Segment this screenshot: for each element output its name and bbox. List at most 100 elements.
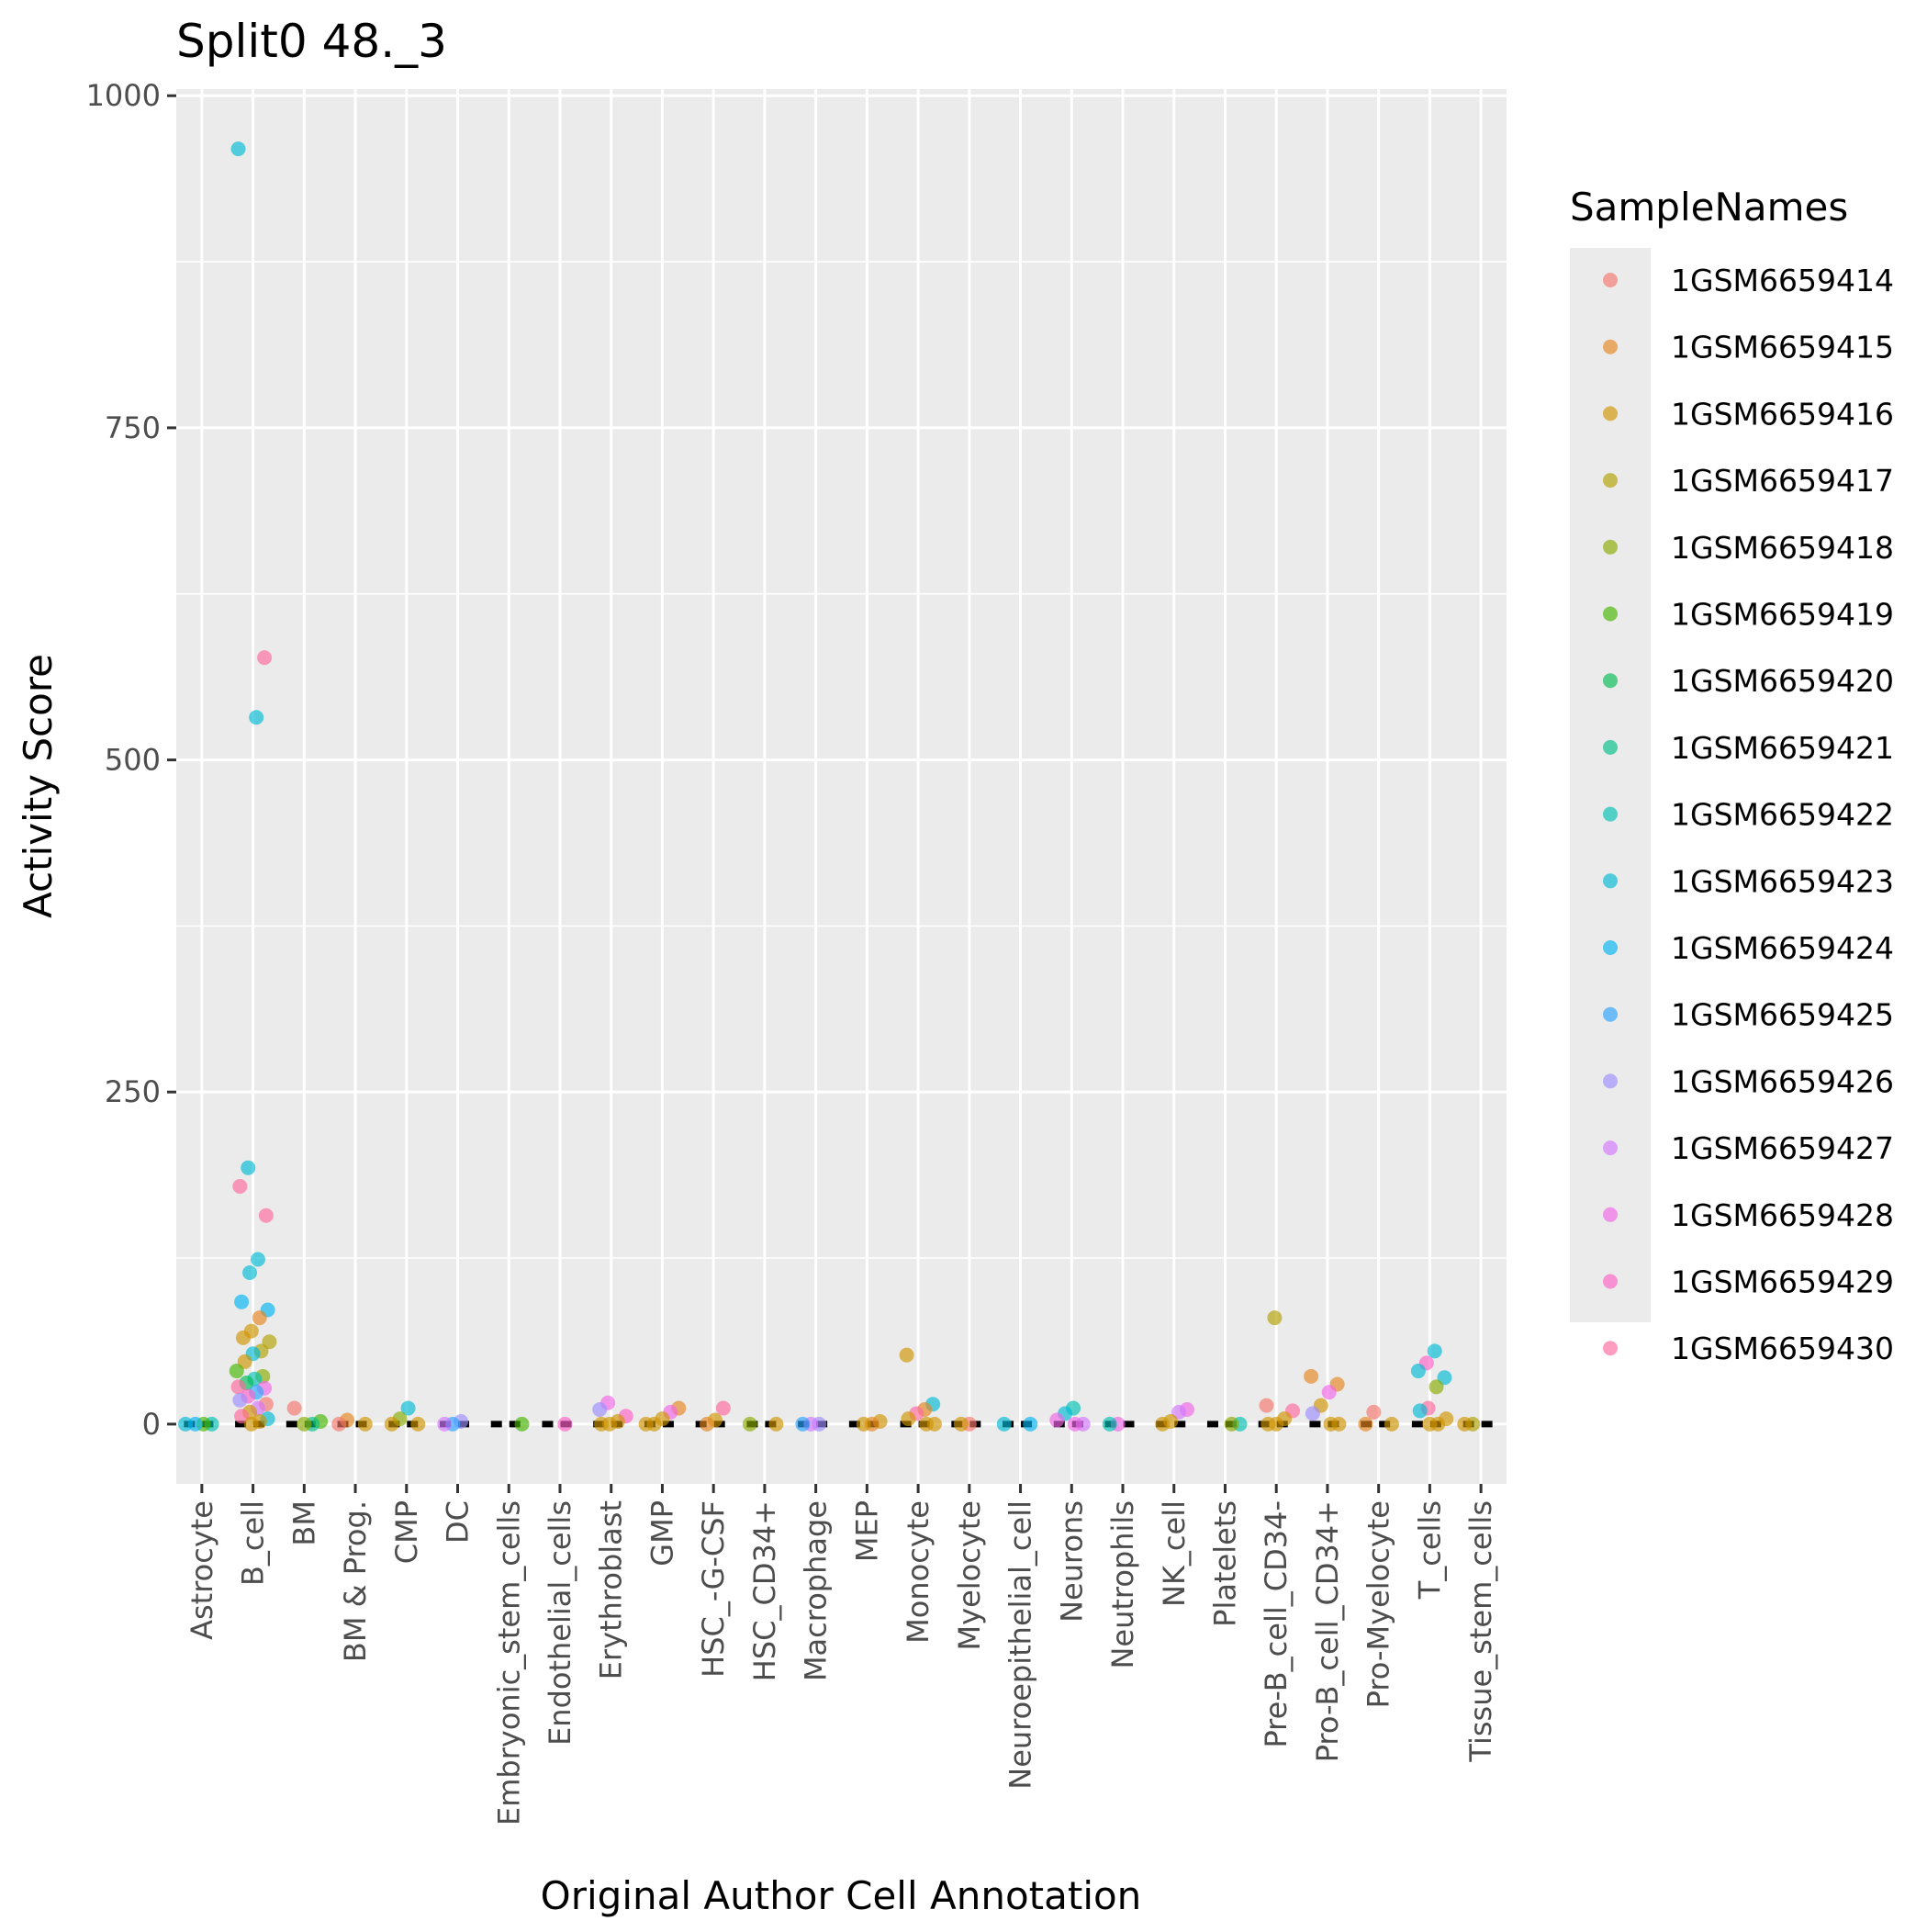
- data-point: [232, 1178, 248, 1194]
- legend-label-1gsm6659422: 1GSM6659422: [1671, 797, 1894, 833]
- legend-label-1gsm6659423: 1GSM6659423: [1671, 863, 1894, 899]
- legend-label-1gsm6659424: 1GSM6659424: [1671, 930, 1894, 966]
- legend-key-1gsm6659429: [1603, 1274, 1618, 1289]
- data-point: [1305, 1406, 1320, 1421]
- data-point: [1321, 1385, 1337, 1400]
- data-point: [1457, 1416, 1473, 1432]
- data-point: [594, 1416, 610, 1432]
- x-tick-label-embryonic-stem-cells: Embryonic_stem_cells: [491, 1500, 526, 1825]
- data-point: [331, 1416, 347, 1432]
- x-tick-label-erythroblast: Erythroblast: [594, 1500, 629, 1679]
- data-point: [1155, 1416, 1171, 1432]
- x-tick-label-mep: MEP: [849, 1500, 884, 1562]
- x-tick-label-b-cell: B_cell: [236, 1500, 271, 1586]
- legend-key-1gsm6659428: [1603, 1207, 1618, 1222]
- data-point: [1023, 1416, 1038, 1432]
- x-tick-label-nk-cell: NK_cell: [1157, 1500, 1192, 1607]
- x-tick-label-monocyte: Monocyte: [901, 1500, 935, 1644]
- x-tick-label-neurons: Neurons: [1054, 1500, 1089, 1623]
- x-axis-title: Original Author Cell Annotation: [541, 1873, 1142, 1918]
- legend-key-1gsm6659426: [1603, 1073, 1618, 1089]
- data-point: [235, 1330, 251, 1345]
- x-tick-label-dc: DC: [441, 1500, 476, 1544]
- data-point: [297, 1416, 312, 1432]
- legend-key-1gsm6659430: [1603, 1341, 1618, 1356]
- x-tick-label-cmp: CMP: [389, 1500, 424, 1564]
- chart-title: Split0 48._3: [176, 15, 447, 68]
- data-point: [1384, 1416, 1399, 1432]
- y-axis: 0 250 500 750 1000: [86, 78, 176, 1442]
- legend-label-1gsm6659419: 1GSM6659419: [1671, 597, 1894, 633]
- legend-key-1gsm6659422: [1603, 806, 1618, 822]
- legend-key-1gsm6659427: [1603, 1140, 1618, 1156]
- data-point: [357, 1416, 373, 1432]
- data-point: [286, 1400, 302, 1416]
- data-point: [901, 1411, 916, 1427]
- legend-key-1gsm6659424: [1603, 940, 1618, 955]
- data-point: [234, 1294, 250, 1309]
- legend-key-1gsm6659420: [1603, 673, 1618, 689]
- data-point: [229, 1364, 244, 1379]
- data-point: [557, 1416, 573, 1432]
- data-point: [258, 1208, 274, 1223]
- data-point: [1224, 1416, 1239, 1432]
- legend-label-1gsm6659414: 1GSM6659414: [1671, 263, 1894, 298]
- legend-label-1gsm6659425: 1GSM6659425: [1671, 997, 1894, 1033]
- data-point: [250, 1252, 265, 1267]
- x-tick-label-macrophage: Macrophage: [799, 1500, 834, 1681]
- legend-label-1gsm6659430: 1GSM6659430: [1671, 1331, 1894, 1366]
- data-point: [249, 710, 264, 725]
- y-tick-label: 0: [142, 1407, 161, 1442]
- data-point: [1259, 1398, 1274, 1413]
- y-axis-title: Activity Score: [16, 654, 61, 918]
- y-tick-label: 250: [105, 1074, 161, 1109]
- x-tick-label-astrocyte: Astrocyte: [185, 1500, 219, 1640]
- data-point: [742, 1416, 757, 1432]
- data-point: [996, 1416, 1012, 1432]
- plot-panel: [176, 89, 1507, 1484]
- legend-key-1gsm6659419: [1603, 606, 1618, 622]
- data-point: [410, 1416, 426, 1432]
- x-tick-label-neuroepithelial-cell: Neuroepithelial_cell: [1003, 1500, 1038, 1790]
- data-point: [257, 650, 273, 666]
- legend-label-1gsm6659416: 1GSM6659416: [1671, 396, 1894, 432]
- legend-key-1gsm6659416: [1603, 406, 1618, 421]
- y-tick-label: 750: [105, 410, 161, 445]
- data-point: [953, 1416, 969, 1432]
- legend-label-1gsm6659420: 1GSM6659420: [1671, 663, 1894, 699]
- data-point: [242, 1264, 258, 1280]
- data-point: [638, 1416, 654, 1432]
- data-point: [1366, 1404, 1382, 1420]
- data-point: [919, 1416, 935, 1432]
- data-point: [1260, 1416, 1276, 1432]
- x-tick-label-pro-myelocyte: Pro-Myelocyte: [1361, 1500, 1396, 1708]
- data-point: [1323, 1416, 1339, 1432]
- legend-label-1gsm6659426: 1GSM6659426: [1671, 1063, 1894, 1099]
- legend-items: 1GSM6659414 1GSM6659415 1GSM6659416 1GSM665…: [1603, 263, 1894, 1366]
- data-point: [234, 1409, 250, 1424]
- data-point: [856, 1416, 871, 1432]
- legend-key-1gsm6659414: [1603, 273, 1618, 287]
- data-point: [437, 1416, 453, 1432]
- legend-label-1gsm6659427: 1GSM6659427: [1671, 1130, 1894, 1166]
- data-point: [1422, 1416, 1438, 1432]
- data-point: [1102, 1416, 1117, 1432]
- legend-key-1gsm6659418: [1603, 539, 1618, 555]
- data-point: [241, 1160, 256, 1175]
- x-tick-label-gmp: GMP: [644, 1500, 679, 1567]
- data-point: [1304, 1368, 1319, 1384]
- legend-label-1gsm6659418: 1GSM6659418: [1671, 530, 1894, 566]
- data-point: [1067, 1416, 1082, 1432]
- data-point: [230, 1379, 246, 1395]
- x-axis: Astrocyte B_cell BM BM & Prog. CMP DC Embryoni…: [185, 1484, 1498, 1825]
- x-tick-label-tissue-stem-cells: Tissue_stem_cells: [1463, 1500, 1498, 1763]
- data-point: [715, 1400, 731, 1416]
- data-point: [1412, 1403, 1428, 1419]
- x-tick-label-pro-b-cell-cd34: Pro-B_cell_CD34+: [1310, 1500, 1345, 1762]
- data-point: [384, 1416, 399, 1432]
- data-point: [232, 1392, 248, 1408]
- legend-key-1gsm6659417: [1603, 473, 1618, 489]
- data-point: [700, 1416, 715, 1432]
